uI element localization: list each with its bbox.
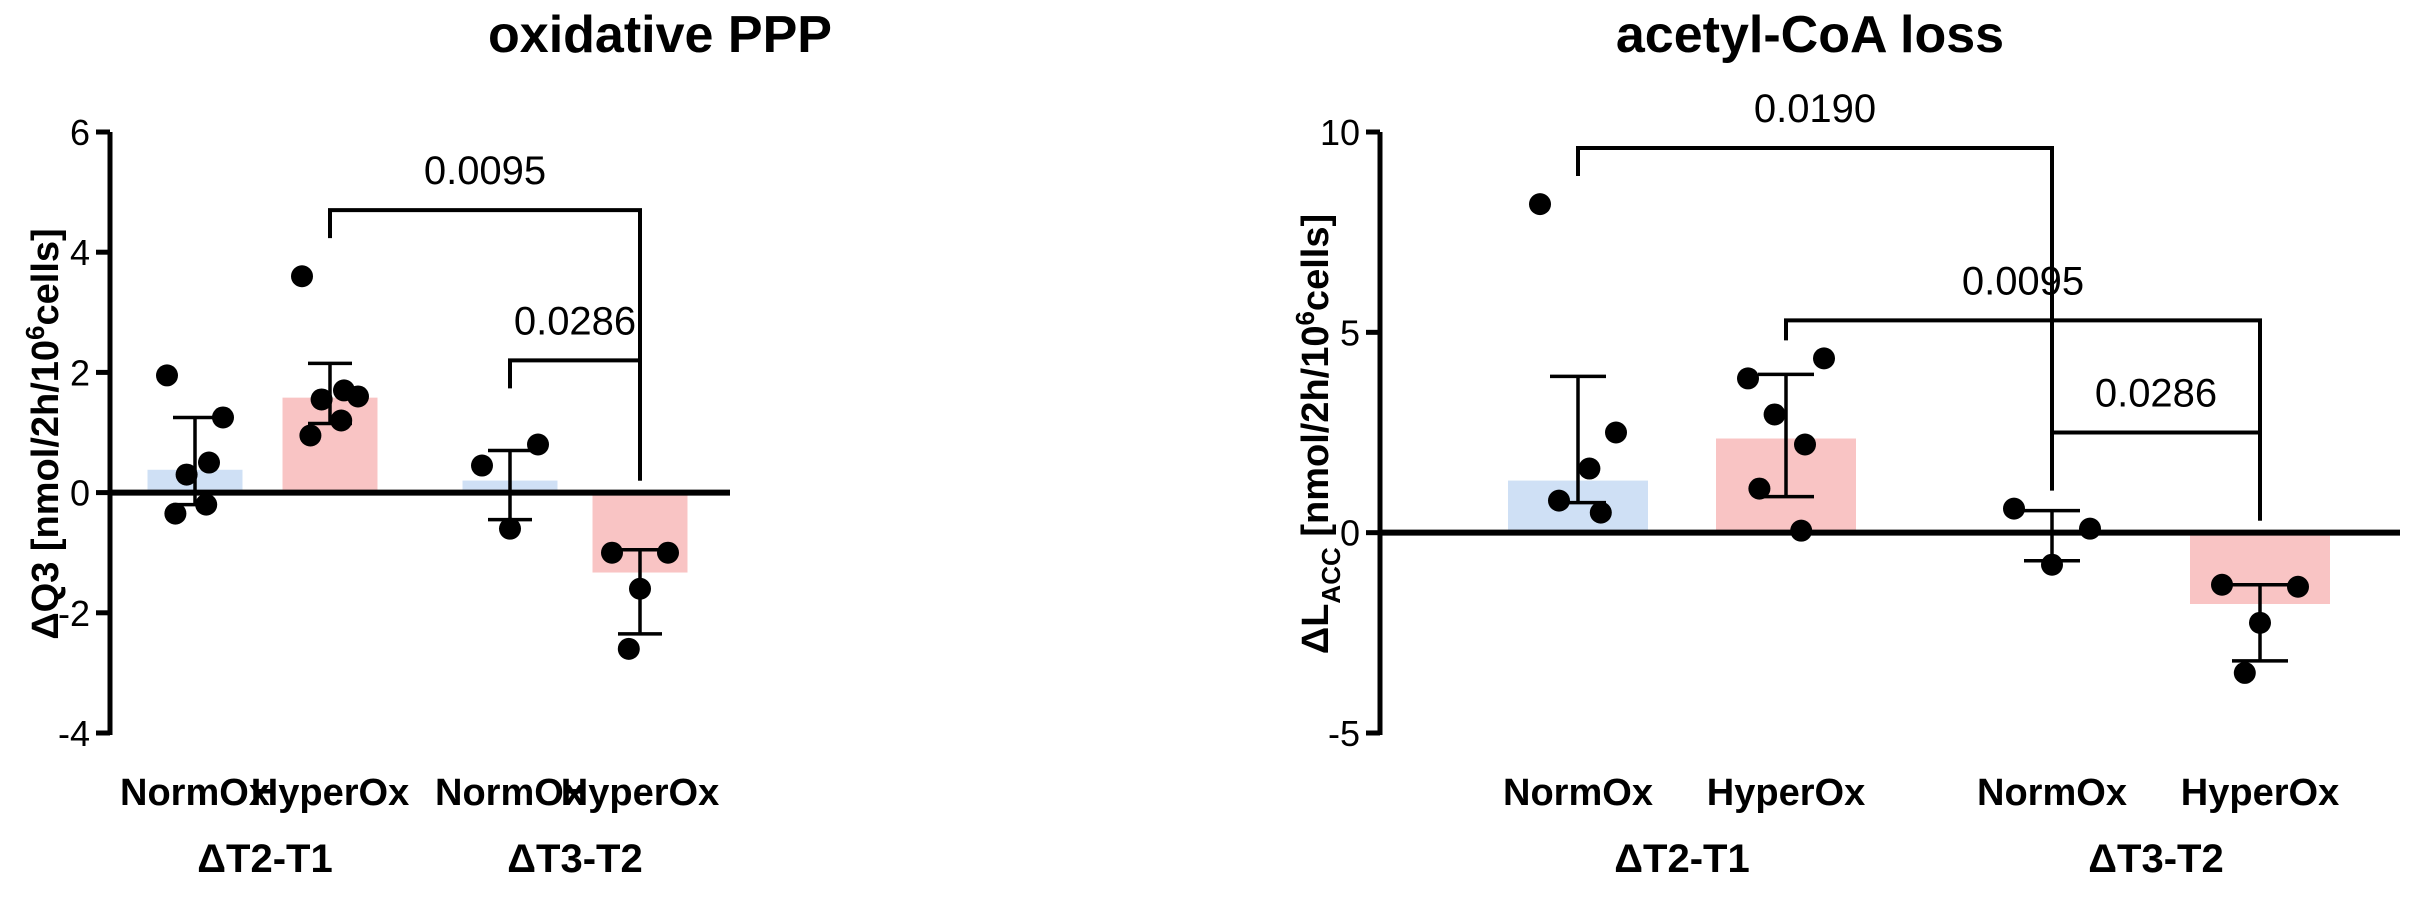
p-value-label: 0.0286 (2095, 372, 2217, 416)
y-tick-label: 0 (1340, 513, 1360, 554)
p-value-label: 0.0095 (424, 149, 546, 193)
chart-title: acetyl-CoA loss (1616, 6, 2004, 64)
data-point (2079, 517, 2101, 540)
data-point (333, 379, 355, 402)
group-label: ΔT2-T1 (1614, 837, 1749, 881)
data-point (299, 424, 322, 447)
data-point (617, 637, 640, 660)
data-point (1813, 347, 1835, 370)
data-point (471, 454, 493, 477)
y-tick-label: 5 (1340, 312, 1360, 353)
category-label: NormOx (1503, 772, 1653, 814)
data-point (1529, 193, 1551, 216)
panel-acetyl-coa-loss: acetyl-CoA loss ΔLACC [nmol/2h/106cells]… (1290, 6, 2400, 881)
data-point (2233, 661, 2256, 684)
data-point (1737, 367, 1759, 390)
p-value-label: 0.0286 (514, 299, 636, 343)
data-point (156, 364, 178, 387)
data-point (1763, 403, 1786, 426)
p-value-label: 0.0095 (1962, 259, 2084, 303)
data-point (1578, 457, 1601, 480)
bars (1508, 438, 2330, 604)
group-labels: ΔT2-T1 ΔT3-T2 (1614, 837, 2223, 881)
y-tick-label: 0 (70, 473, 90, 514)
data-point (1794, 433, 1816, 456)
group-label: ΔT2-T1 (197, 837, 332, 881)
data-points (1529, 193, 2309, 684)
category-label: NormOx (120, 772, 270, 814)
data-point (164, 502, 187, 525)
y-tick-label: 10 (1320, 112, 1360, 153)
category-label: HyperOx (2181, 772, 2339, 814)
significance-bracket (1784, 318, 2262, 521)
group-labels: ΔT2-T1 ΔT3-T2 (197, 837, 642, 881)
significance-brackets: 0.0190 0.0095 0.0286 (1576, 87, 2262, 521)
group-label: ΔT3-T2 (507, 837, 642, 881)
axes (1366, 129, 1383, 736)
data-point (629, 577, 651, 600)
y-tick-label: 6 (70, 112, 90, 153)
data-point (330, 409, 353, 432)
data-point (195, 493, 218, 516)
y-tick-labels: 10 5 0 -5 (1320, 112, 1360, 754)
category-label: NormOx (1977, 772, 2127, 814)
data-point (2249, 611, 2271, 634)
data-point (175, 463, 198, 486)
data-point (2287, 575, 2309, 598)
y-tick-label: -5 (1328, 713, 1360, 754)
y-tick-label: 4 (70, 232, 90, 273)
significance-bracket (2050, 430, 2262, 521)
category-label: HyperOx (1707, 772, 1865, 814)
category-label: HyperOx (561, 772, 719, 814)
p-value-label: 0.0190 (1754, 87, 1876, 131)
category-label: NormOx (435, 772, 585, 814)
axes (96, 129, 113, 736)
data-point (527, 433, 549, 456)
significance-brackets: 0.0095 0.0286 (328, 149, 642, 481)
data-point (657, 541, 679, 564)
data-points (156, 265, 679, 660)
panel-oxidative-ppp: oxidative PPP ΔQ3 [nmol/2h/106cells] 6 4 2… (20, 6, 832, 881)
data-point (310, 388, 333, 411)
data-point (2003, 497, 2025, 520)
chart-title: oxidative PPP (488, 6, 832, 64)
category-label: HyperOx (251, 772, 409, 814)
y-tick-labels: 6 4 2 0 -2 -4 (58, 112, 90, 754)
data-point (1548, 489, 1570, 512)
y-tick-label: -2 (58, 593, 90, 634)
data-point (499, 517, 521, 540)
group-label: ΔT3-T2 (2088, 837, 2223, 881)
data-point (1605, 421, 1627, 444)
y-tick-label: 2 (70, 352, 90, 393)
y-axis-label: ΔLACC [nmol/2h/106cells] (1290, 214, 1346, 654)
data-point (212, 406, 234, 429)
data-point (1748, 477, 1771, 500)
data-point (2041, 553, 2063, 576)
data-point (1589, 501, 1612, 524)
data-point (601, 541, 623, 564)
y-axis-label: ΔQ3 [nmol/2h/106cells] (20, 228, 67, 639)
y-tick-label: -4 (58, 713, 90, 754)
error-bars (1550, 372, 2288, 663)
data-point (291, 265, 313, 288)
data-point (198, 451, 220, 474)
significance-bracket (508, 358, 642, 481)
significance-bracket (328, 208, 642, 481)
error-bars (173, 361, 662, 636)
data-point (2211, 573, 2233, 596)
category-labels: NormOx HyperOx NormOx HyperOx (1503, 772, 2339, 814)
